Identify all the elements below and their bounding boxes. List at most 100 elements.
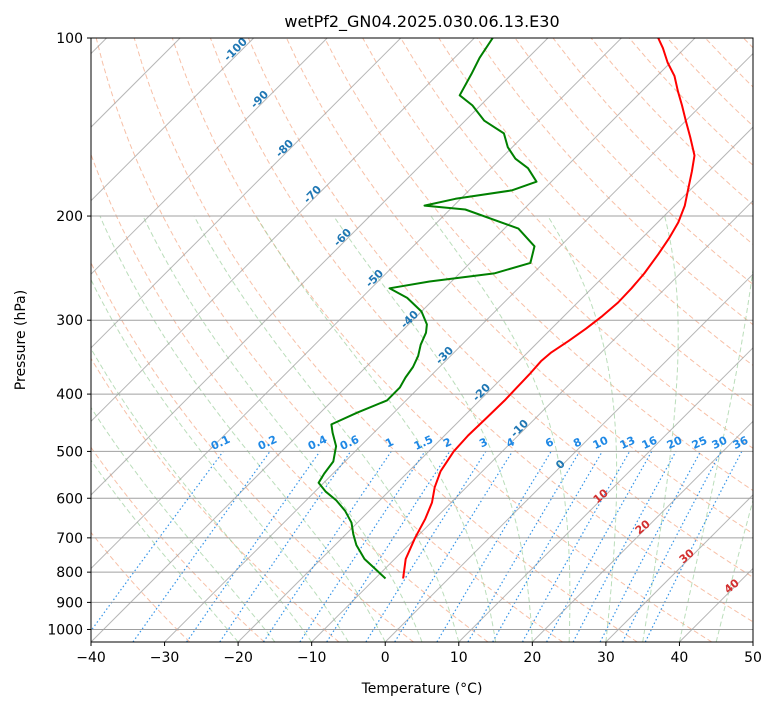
moist-adiabat [193, 215, 460, 642]
y-tick-label: 700 [56, 531, 83, 547]
dry-adiabat [400, 38, 753, 408]
y-tick-label: 600 [56, 491, 83, 507]
isotherm [91, 38, 475, 423]
moist-adiabat [142, 215, 423, 642]
mixing-ratio-line [219, 451, 352, 642]
mixing-ratio-line [572, 451, 677, 642]
isotherm [91, 38, 328, 275]
theta-label: 30 [677, 546, 697, 566]
temperature-profile [402, 38, 696, 579]
isotherm-label: -90 [248, 88, 271, 111]
isotherm [458, 347, 753, 642]
x-axis-label: Temperature (°C) [361, 681, 483, 697]
mixing-ratio-label: 0.6 [338, 433, 361, 453]
x-tick-label: 20 [523, 650, 541, 666]
dry-adiabat [743, 38, 753, 49]
line-labels: -100-90-80-70-60-50-40-30-20-1000.1 0.2 0.… [209, 35, 751, 596]
isotherm [605, 494, 753, 642]
x-tick-label: 30 [597, 650, 615, 666]
mixing-ratio-line [467, 451, 581, 642]
y-tick-label: 900 [56, 595, 83, 611]
dry-adiabat [95, 38, 563, 642]
isotherm-zero-label: 0 [553, 457, 568, 472]
y-tick-label: 300 [56, 313, 83, 329]
mixing-ratio-line [186, 451, 321, 642]
moist-adiabat [91, 459, 239, 642]
mixing-ratio-line [599, 451, 702, 642]
mixing-ratio-line [91, 451, 224, 632]
theta-label: 10 [591, 486, 611, 506]
mixing-ratio-line [132, 451, 271, 642]
dewpoint-profile [317, 38, 538, 580]
y-tick-label: 400 [56, 387, 83, 403]
theta-label: 20 [633, 517, 653, 537]
mixing-ratio-label: 13 [618, 434, 637, 452]
dry-adiabat [91, 261, 414, 642]
sounding-profiles [317, 38, 696, 580]
dry-adiabat [91, 446, 265, 642]
isotherm [531, 420, 753, 642]
plot-frame [90, 37, 754, 643]
isotherm-label: -60 [331, 226, 354, 249]
mixing-ratio-label: 25 [690, 434, 709, 452]
dry-adiabat [514, 38, 753, 285]
y-axis-label: Pressure (hPa) [13, 290, 29, 390]
mixing-ratio-label: 3 [477, 435, 489, 450]
dry-adiabat [133, 38, 638, 642]
mixing-ratio-line [299, 451, 426, 642]
mixing-ratio-label: 20 [665, 434, 685, 452]
isotherm [91, 38, 622, 570]
x-tick-label: −10 [297, 650, 327, 666]
y-tick-label: 200 [56, 209, 83, 225]
dry-adiabat [704, 38, 753, 88]
x-tick-label: 50 [744, 650, 762, 666]
moist-adiabat [91, 406, 276, 642]
x-tick-label: −20 [223, 650, 253, 666]
x-tick-label: 10 [450, 650, 468, 666]
isotherm [237, 126, 753, 642]
x-tick-label: −40 [76, 650, 106, 666]
background-lines [91, 38, 753, 642]
isotherm [311, 199, 753, 642]
y-tick-label: 800 [56, 565, 83, 581]
isotherm [384, 273, 753, 642]
isotherm [679, 567, 753, 642]
mixing-ratio-line [326, 451, 451, 642]
mixing-ratio-line [262, 451, 392, 642]
y-tick-label: 1000 [47, 622, 83, 638]
y-axis: 100 200 300 400 500 600 700 800 900 1000 [47, 31, 91, 638]
mixing-ratio-line [644, 451, 743, 642]
mixing-ratio-line [436, 451, 552, 642]
isotherm-label: -70 [301, 183, 324, 206]
isotherm [91, 38, 696, 642]
dry-adiabat [209, 38, 753, 623]
isotherm [752, 641, 753, 642]
moist-adiabat [99, 215, 386, 642]
mixing-ratio-line [622, 451, 722, 642]
isotherm [91, 38, 402, 349]
mixing-ratio-label: 0.1 [209, 433, 232, 453]
mixing-ratio-line [546, 451, 653, 642]
mixing-ratio-label: 10 [591, 434, 611, 452]
y-tick-label: 100 [56, 31, 83, 47]
chart-title: wetPf2_GN04.2025.030.06.13.E30 [284, 12, 559, 32]
isotherm [91, 38, 255, 202]
isotherm [164, 52, 753, 642]
isotherm-label: -80 [273, 137, 296, 160]
isotherm [91, 38, 549, 496]
isotherm-label: -50 [363, 267, 386, 290]
mixing-ratio-label: 1.5 [412, 433, 435, 453]
dry-adiabat [91, 531, 191, 642]
mixing-ratio-label: 36 [731, 434, 751, 452]
isotherm-label: -100 [221, 35, 250, 64]
moist-adiabat [255, 215, 497, 642]
moist-adiabat [715, 498, 753, 642]
dry-adiabat [91, 153, 489, 642]
y-tick-label: 500 [56, 444, 83, 460]
isotherm-label: -40 [398, 308, 421, 331]
mixing-ratio-label: 0.4 [306, 433, 329, 453]
moist-adiabat [547, 215, 618, 642]
x-tick-label: −30 [150, 650, 180, 666]
mixing-ratio-label: 1 [383, 435, 395, 450]
